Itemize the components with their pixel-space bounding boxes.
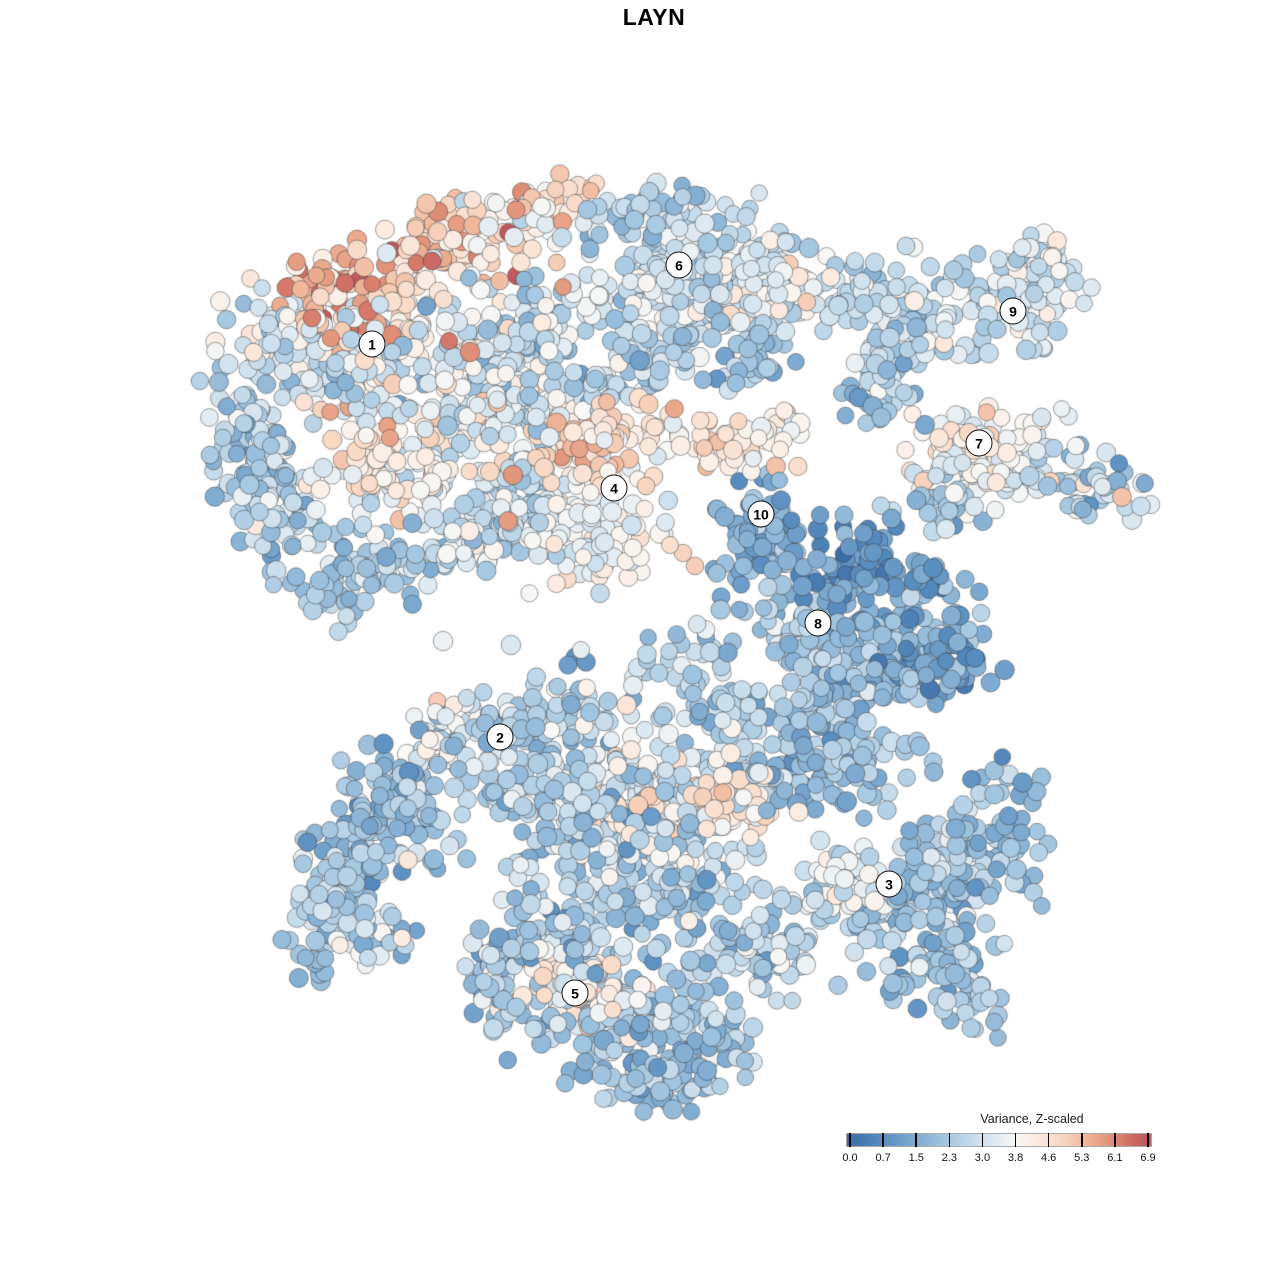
colorbar-tick <box>1114 1133 1116 1147</box>
colorbar-tick-label: 6.9 <box>1140 1152 1156 1164</box>
colorbar-tick <box>1147 1133 1149 1147</box>
colorbar-tick <box>1047 1133 1050 1147</box>
colorbar-tick <box>948 1133 951 1147</box>
colorbar-tick-label: 4.6 <box>1041 1152 1057 1164</box>
colorbar-tick <box>915 1133 918 1147</box>
colorbar-gradient <box>846 1133 1152 1147</box>
colorbar-tick-label: 3.8 <box>1007 1152 1024 1164</box>
cluster-label-5: 5 <box>561 979 589 1007</box>
colorbar-tick-label: 6.1 <box>1107 1152 1123 1164</box>
colorbar-title: Variance, Z-scaled <box>980 1112 1084 1126</box>
colorbar-tick-label: 2.3 <box>941 1152 957 1164</box>
cluster-label-1: 1 <box>358 330 386 358</box>
colorbar-tick <box>849 1133 851 1147</box>
cluster-label-8: 8 <box>804 609 832 637</box>
cluster-label-4: 4 <box>600 474 628 502</box>
colorbar-tick <box>981 1133 984 1147</box>
cluster-label-10: 10 <box>747 500 775 528</box>
cluster-label-6: 6 <box>665 251 693 279</box>
colorbar-tick <box>882 1133 884 1147</box>
colorbar-tick <box>1080 1133 1083 1147</box>
cluster-label-2: 2 <box>486 723 514 751</box>
colorbar-tick-label: 1.5 <box>908 1152 924 1164</box>
cluster-label-7: 7 <box>965 429 993 457</box>
colorbar-tick-label: 3.0 <box>974 1152 991 1164</box>
colorbar-tick-label: 5.3 <box>1074 1152 1090 1164</box>
cluster-label-9: 9 <box>999 297 1027 325</box>
cluster-label-3: 3 <box>875 870 903 898</box>
colorbar-tick-label: 0.7 <box>875 1152 891 1164</box>
colorbar-tick <box>1014 1133 1017 1147</box>
colorbar-tick-label: 0.0 <box>842 1152 858 1164</box>
